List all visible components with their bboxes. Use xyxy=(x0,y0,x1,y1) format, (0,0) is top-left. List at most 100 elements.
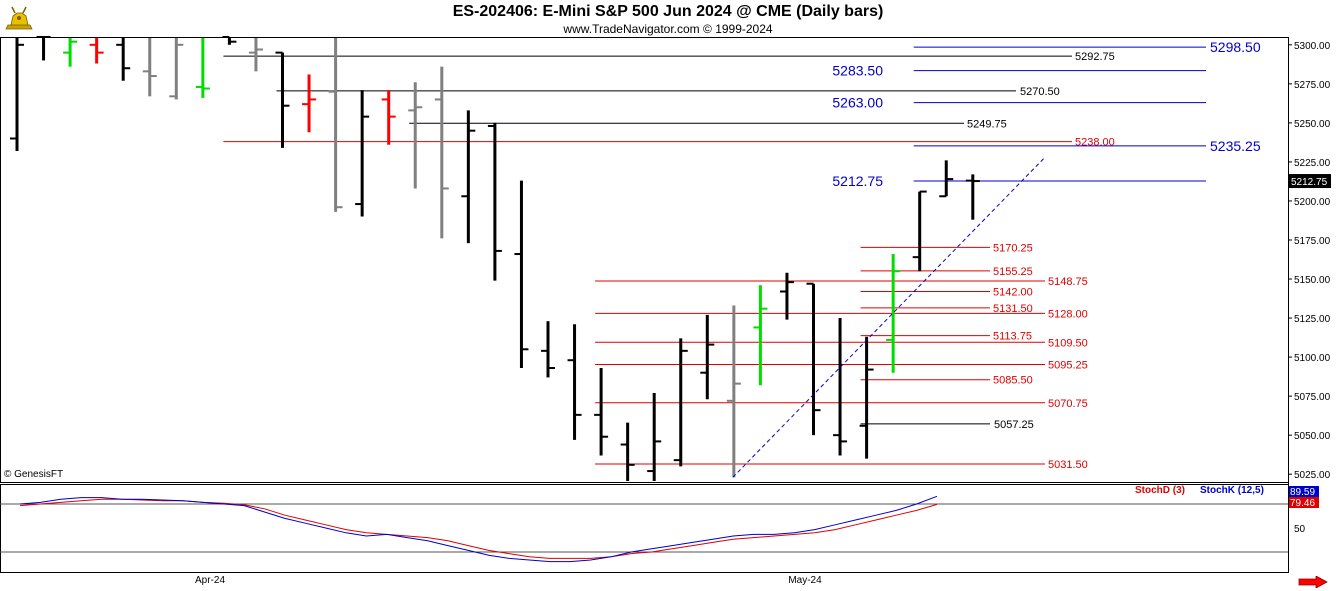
ohlc-bar xyxy=(302,74,317,133)
ohlc-bar xyxy=(275,51,290,148)
ohlc-bar xyxy=(222,36,237,45)
level-label: 5095.25 xyxy=(1048,360,1088,372)
level-label: 5292.75 xyxy=(1075,51,1115,63)
y-tick-label: 5175.00 xyxy=(1294,236,1331,247)
ohlc-bar xyxy=(63,38,78,67)
stoch-tick-label: 50 xyxy=(1294,524,1306,535)
level-label: 5085.50 xyxy=(993,375,1033,387)
ohlc-bar xyxy=(116,38,131,81)
last-price-label: 5212.75 xyxy=(1291,177,1328,188)
ohlc-bar xyxy=(753,285,768,386)
last-price-tag xyxy=(1289,174,1331,189)
stoch-d-line xyxy=(19,498,938,559)
level-label: 5113.75 xyxy=(993,331,1032,343)
red-right-arrow-icon[interactable] xyxy=(1298,576,1328,588)
ohlc-bar xyxy=(886,254,901,373)
level-label: 5238.00 xyxy=(1075,137,1115,149)
level-label: 5283.50 xyxy=(832,63,883,79)
level-label: 5142.00 xyxy=(993,287,1033,299)
x-tick-label: Apr-24 xyxy=(195,575,225,586)
level-label: 5212.75 xyxy=(832,173,883,189)
y-tick-label: 5075.00 xyxy=(1294,392,1331,403)
level-label: 5031.50 xyxy=(1048,459,1088,471)
ohlc-bar xyxy=(912,190,927,272)
ohlc-bar xyxy=(647,393,662,481)
ohlc-bar xyxy=(169,38,184,100)
ohlc-bar xyxy=(328,38,343,212)
ohlc-bar xyxy=(700,314,715,400)
ohlc-bar xyxy=(355,90,370,217)
ohlc-bar xyxy=(461,110,476,244)
ohlc-bar xyxy=(833,318,848,456)
y-tick-label: 5025.00 xyxy=(1294,470,1331,481)
ohlc-bar xyxy=(514,180,529,369)
credit-label: © GenesisFT xyxy=(4,469,64,480)
stoch-d-legend: StochD (3) xyxy=(1135,485,1185,496)
y-tick-label: 5050.00 xyxy=(1294,431,1331,442)
ohlc-bar xyxy=(939,160,954,198)
y-tick-label: 5200.00 xyxy=(1294,197,1331,208)
level-label: 5131.50 xyxy=(993,303,1033,315)
ohlc-bar xyxy=(381,90,396,145)
ohlc-bar xyxy=(594,368,609,456)
stoch-d-value: 79.46 xyxy=(1290,498,1315,509)
ohlc-bar xyxy=(779,272,794,320)
ohlc-bar xyxy=(142,38,157,97)
y-tick-label: 5250.00 xyxy=(1294,119,1331,130)
level-label: 5249.75 xyxy=(967,118,1007,130)
axis-background xyxy=(1288,37,1336,572)
ohlc-bar xyxy=(408,82,423,189)
chart-subtitle: www.TradeNavigator.com © 1999-2024 xyxy=(563,22,773,36)
trendline xyxy=(732,156,1046,478)
chart-frame xyxy=(0,37,1336,573)
level-label: 5109.50 xyxy=(1048,337,1088,349)
ohlc-bar xyxy=(567,324,582,440)
level-label: 5128.00 xyxy=(1048,308,1088,320)
ohlc-bars xyxy=(10,36,980,481)
y-tick-label: 5150.00 xyxy=(1294,275,1331,286)
ohlc-bar xyxy=(673,338,688,467)
stoch-k-value: 89.59 xyxy=(1290,487,1315,498)
ohlc-bar xyxy=(10,38,24,151)
level-label: 5155.25 xyxy=(993,266,1033,278)
price-axis: 5300.00 5275.00 5250.00 5225.00 5200.00 5175.… xyxy=(195,41,1331,586)
gold-bull-logo-icon xyxy=(5,6,33,30)
ohlc-bar xyxy=(965,174,980,220)
y-tick-label: 5275.00 xyxy=(1294,80,1331,91)
stoch-pane-border xyxy=(0,484,1289,573)
trendline-line xyxy=(732,156,1046,478)
level-label: 5263.00 xyxy=(832,95,883,111)
y-tick-label: 5100.00 xyxy=(1294,353,1331,364)
ohlc-bar xyxy=(541,321,555,378)
ohlc-bar xyxy=(36,36,51,61)
ohlc-bar xyxy=(620,422,635,481)
ohlc-bar xyxy=(487,122,502,281)
ohlc-bar xyxy=(195,38,210,98)
stoch-k-tag xyxy=(1289,486,1319,497)
chart-title: ES-202406: E-Mini S&P 500 Jun 2024 @ CME… xyxy=(452,3,884,20)
y-tick-label: 5225.00 xyxy=(1294,158,1331,169)
level-label: 5057.25 xyxy=(994,419,1034,431)
price-levels: 5298.50 5292.75 5283.50 5270.50 5263.00 5249.… xyxy=(223,39,1261,471)
stoch-k-line xyxy=(19,495,938,563)
level-label: 5270.50 xyxy=(1020,86,1060,98)
price-pane-border xyxy=(0,37,1289,483)
ohlc-bar xyxy=(434,66,449,239)
level-label: 5298.50 xyxy=(1210,39,1261,55)
y-tick-label: 5125.00 xyxy=(1294,314,1331,325)
ohlc-bar xyxy=(89,38,104,64)
level-label: 5070.75 xyxy=(1048,398,1088,410)
level-label: 5148.75 xyxy=(1048,276,1088,288)
ohlc-bar xyxy=(726,305,741,478)
stoch-k-legend: StochK (12,5) xyxy=(1200,485,1264,496)
x-tick-label: May-24 xyxy=(788,575,822,586)
level-label: 5235.25 xyxy=(1210,138,1261,154)
ohlc-bar xyxy=(806,282,821,436)
stoch-d-tag xyxy=(1289,497,1319,508)
y-tick-label: 5300.00 xyxy=(1294,41,1331,52)
ohlc-bar xyxy=(859,336,874,459)
ohlc-bar xyxy=(248,38,263,72)
